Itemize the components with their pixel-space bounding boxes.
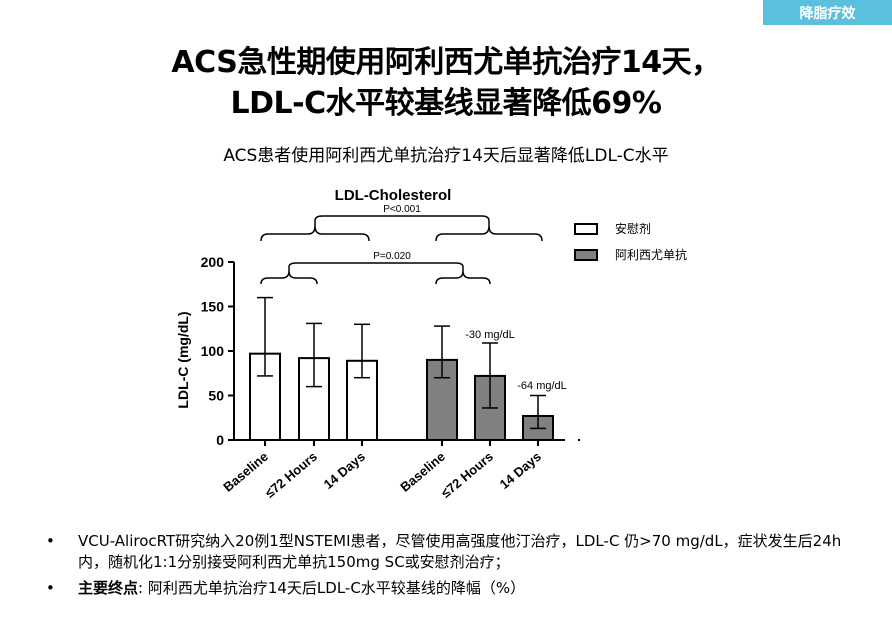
y-axis-label: LDL-C (mg/dL) (175, 311, 191, 408)
y-tick-label: 0 (216, 432, 224, 448)
y-tick-label: 150 (201, 299, 225, 315)
chart-axes: 0 50 100 150 200 (201, 254, 580, 448)
chart-title: LDL-Cholesterol (335, 187, 452, 204)
diff-label-72h: -30 mg/dL (465, 329, 515, 341)
bracket-alirocumab-top (435, 225, 543, 242)
bullet-text: VCU-AlirocRT研究纳入20例1型NSTEMI患者，尽管使用高强度他汀治… (78, 532, 842, 571)
bullet-item: • 主要终点: 阿利西尤单抗治疗14天后LDL-C水平较基线的降幅（%） (46, 578, 846, 599)
bullet-text: : 阿利西尤单抗治疗14天后LDL-C水平较基线的降幅（%） (138, 579, 526, 597)
bullet-dot: • (46, 579, 55, 597)
p-value-overall: P<0.001 (383, 204, 421, 215)
y-tick-label: 100 (201, 343, 225, 359)
x-tick-label: ≤72 Hours (438, 449, 496, 501)
p-value-72h: P=0.020 (373, 251, 411, 262)
significance-brackets: P<0.001 P=0.020 -30 mg/dL -64 mg/dL (260, 204, 567, 392)
bracket-overall (314, 215, 490, 226)
bullet-dot: • (46, 532, 55, 550)
bar (426, 358, 458, 441)
bracket-alirocumab-72h (435, 270, 491, 285)
title-line-1: ACS急性期使用阿利西尤单抗治疗14天， (171, 45, 721, 80)
legend-label: 安慰剂 (615, 221, 651, 236)
section-tag: 降脂疗效 (763, 0, 892, 25)
legend-swatch (574, 223, 598, 235)
bracket-placebo-72h (260, 270, 318, 285)
x-tick-label: 14 Days (321, 449, 368, 492)
bracket-placebo-end (361, 233, 370, 242)
title-line-2: LDL-C水平较基线显著降低69% (230, 86, 662, 121)
page-title: ACS急性期使用阿利西尤单抗治疗14天， LDL-C水平较基线显著降低69% (0, 42, 892, 124)
bullet-list: • VCU-AlirocRT研究纳入20例1型NSTEMI患者，尽管使用高强度他… (46, 531, 846, 604)
x-tick-label: 14 Days (497, 449, 544, 492)
page-subtitle: ACS患者使用阿利西尤单抗治疗14天后显著降低LDL-C水平 (223, 146, 669, 166)
bracket-72h (288, 262, 464, 271)
bullet-item: • VCU-AlirocRT研究纳入20例1型NSTEMI患者，尽管使用高强度他… (46, 531, 846, 573)
bracket-placebo-top (260, 225, 362, 242)
ldl-chart: LDL-Cholesterol LDL-C (mg/dL) 0 50 100 150 2… (175, 187, 687, 501)
bullet-bold: 主要终点 (78, 579, 139, 597)
legend-swatch (574, 249, 598, 261)
y-tick-label: 200 (201, 254, 225, 270)
x-tick-label: ≤72 Hours (262, 449, 320, 501)
y-tick-label: 50 (208, 388, 224, 404)
legend-label: 阿利西尤单抗 (615, 247, 687, 262)
diff-label-14d: -64 mg/dL (517, 380, 567, 392)
